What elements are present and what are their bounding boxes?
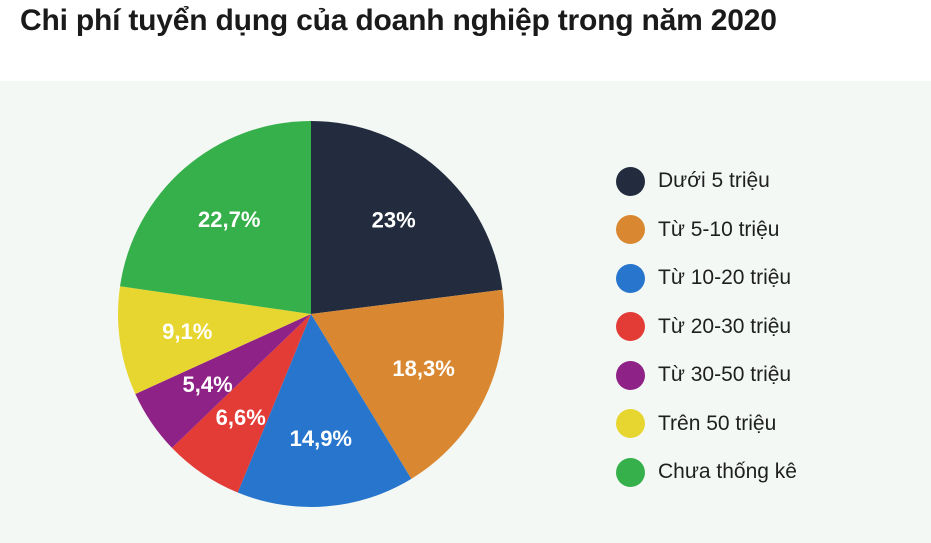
pie-slice: [311, 289, 505, 479]
legend-swatch: [616, 360, 645, 390]
pie-slice: [117, 286, 311, 394]
legend-swatch: [616, 312, 645, 342]
chart-panel: 23% 18,3% 14,9% 6,6% 5,4% 9,1% 22,7% Dưới 5 tr…: [0, 81, 931, 543]
legend-item: Từ 20-30 triệu: [616, 303, 797, 352]
slice-value-label: 5,4%: [183, 372, 233, 397]
slice-value-label: 14,9%: [290, 426, 352, 451]
legend: Dưới 5 triệu Từ 5-10 triệu Từ 10-20 triệu T…: [616, 157, 797, 497]
legend-item: Dưới 5 triệu: [616, 157, 797, 206]
slice-value-label: 23%: [372, 208, 416, 233]
legend-swatch: [616, 263, 645, 293]
legend-label: Từ 10-20 triệu: [658, 266, 792, 290]
pie-slice: [120, 121, 311, 314]
slice-value-label: 6,6%: [216, 405, 266, 430]
pie-chart: 23% 18,3% 14,9% 6,6% 5,4% 9,1% 22,7%: [117, 121, 505, 507]
chart-title: Chi phí tuyển dụng của doanh nghiệp tron…: [20, 4, 777, 37]
legend-label: Từ 5-10 triệu: [658, 217, 780, 241]
legend-item: Từ 5-10 triệu: [616, 206, 797, 255]
legend-swatch: [616, 409, 645, 439]
pie-slice: [171, 314, 311, 493]
legend-swatch: [616, 457, 645, 487]
legend-item: Trên 50 triệu: [616, 400, 797, 449]
slice-value-label: 9,1%: [162, 319, 212, 344]
legend-item: Từ 30-50 triệu: [616, 351, 797, 400]
legend-swatch: [616, 166, 645, 196]
pie-slice: [311, 121, 503, 314]
legend-item: Từ 10-20 triệu: [616, 254, 797, 303]
slice-value-label: 18,3%: [392, 356, 454, 381]
legend-label: Chưa thống kê: [658, 460, 797, 484]
pie-slice: [135, 314, 311, 448]
legend-label: Từ 20-30 triệu: [658, 314, 792, 338]
legend-label: Từ 30-50 triệu: [658, 363, 792, 387]
slice-value-label: 22,7%: [198, 207, 260, 232]
legend-swatch: [616, 215, 645, 245]
legend-label: Dưới 5 triệu: [658, 169, 770, 193]
legend-item: Chưa thống kê: [616, 448, 797, 497]
legend-label: Trên 50 triệu: [658, 411, 777, 435]
pie-slice: [237, 314, 412, 507]
